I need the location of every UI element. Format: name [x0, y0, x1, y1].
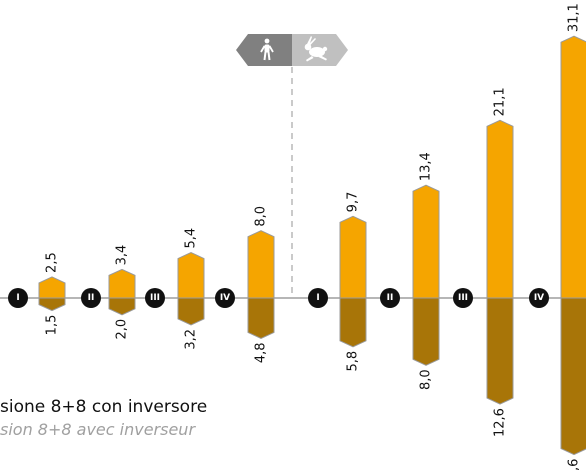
forward-speed-bar	[339, 215, 367, 299]
gear-badge	[8, 288, 28, 308]
forward-speed-bar	[38, 276, 66, 299]
forward-value-label: 13,4	[419, 152, 434, 181]
reverse-speed-bar	[177, 297, 205, 326]
gear-label: IV	[220, 293, 230, 303]
gear-label: I	[316, 293, 319, 303]
reverse-speed-bar	[412, 297, 440, 366]
reverse-speed-bar	[339, 297, 367, 348]
gear-label: IV	[534, 293, 544, 303]
gear-badge	[308, 288, 328, 308]
reverse-value-label: 3,2	[184, 329, 199, 350]
reverse-value-label: 1,5	[45, 315, 60, 336]
gear-label: III	[150, 293, 160, 303]
reverse-value-label: 18,6	[567, 459, 582, 470]
forward-speed-bar	[486, 119, 514, 299]
gear-badge	[529, 288, 549, 308]
reverse-speed-bar	[38, 297, 66, 312]
reverse-value-label: 8,0	[419, 369, 434, 390]
reverse-value-label: 5,8	[346, 351, 361, 372]
reverse-value-label: 4,8	[254, 342, 269, 363]
gear-label: II	[88, 293, 95, 303]
gear-label: I	[16, 293, 19, 303]
forward-value-label: 8,0	[254, 206, 269, 227]
reverse-speed-bar	[108, 297, 136, 316]
plot-area: 2,5 1,5 I 3,4 2,0 II 5,4 3,2 III 8,0 4,8 IV 9,7 5,8 I 1…	[0, 3, 586, 470]
reverse-speed-bar	[486, 297, 514, 405]
running-hare-icon	[304, 36, 328, 62]
gear-badge	[81, 288, 101, 308]
gear-badge	[453, 288, 473, 308]
forward-speed-bar	[108, 268, 136, 299]
gear-badge	[145, 288, 165, 308]
gear-badge	[215, 288, 235, 308]
range-selector	[236, 34, 348, 66]
forward-speed-bar	[412, 184, 440, 299]
arrow-left-half	[236, 34, 292, 66]
forward-speed-bar	[177, 251, 205, 299]
gear-label: III	[458, 293, 468, 303]
reverse-speed-bar	[560, 297, 586, 456]
forward-value-label: 21,1	[493, 87, 508, 116]
chart-title: sione 8+8 con inversore	[0, 397, 208, 417]
reverse-speed-bar	[247, 297, 275, 339]
forward-speed-bar	[247, 230, 275, 299]
gear-badge	[380, 288, 400, 308]
reverse-value-label: 12,6	[493, 408, 508, 437]
forward-speed-bar	[560, 35, 586, 299]
forward-value-label: 9,7	[346, 192, 361, 213]
gear-label: II	[387, 293, 394, 303]
walking-person-icon	[260, 38, 274, 61]
reverse-value-label: 2,0	[115, 319, 130, 340]
forward-value-label: 2,5	[45, 252, 60, 273]
forward-value-label: 31,1	[567, 3, 582, 32]
chart-subtitle: sion 8+8 avec inverseur	[0, 420, 196, 439]
forward-value-label: 5,4	[184, 228, 199, 249]
forward-value-label: 3,4	[115, 245, 130, 266]
